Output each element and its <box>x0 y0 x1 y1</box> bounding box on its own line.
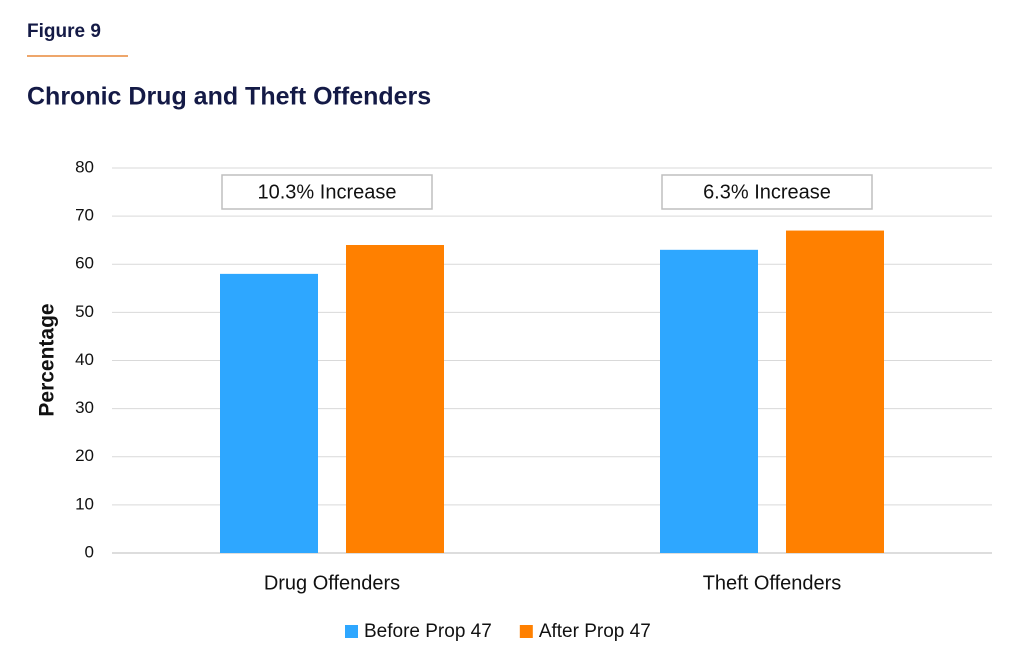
legend-swatch <box>519 625 533 638</box>
y-tick-label: 70 <box>75 206 94 225</box>
chart-title: Chronic Drug and Theft Offenders <box>27 83 431 111</box>
annotation: 6.3% Increase <box>703 181 831 203</box>
bar <box>346 245 444 553</box>
y-tick-label: 40 <box>75 350 94 369</box>
y-tick-label: 20 <box>75 446 94 465</box>
y-tick-label: 80 <box>75 157 94 176</box>
y-axis-label: Percentage <box>36 303 59 416</box>
annotation: 10.3% Increase <box>258 181 397 203</box>
bar <box>220 273 318 553</box>
annotation-box <box>221 174 433 210</box>
x-tick-label: Theft Offenders <box>703 572 842 594</box>
annotation-box <box>661 174 873 210</box>
figure-label: Figure 9 <box>27 21 101 42</box>
legend-label: Before Prop 47 <box>364 621 492 642</box>
x-tick-label: Drug Offenders <box>264 572 400 594</box>
legend-label: After Prop 47 <box>539 621 651 642</box>
y-tick-label: 30 <box>75 398 94 417</box>
bar <box>660 249 758 553</box>
bar <box>786 230 884 553</box>
y-tick-label: 10 <box>75 494 94 513</box>
y-tick-label: 0 <box>85 542 94 561</box>
y-tick-label: 60 <box>75 254 94 273</box>
legend-swatch <box>345 625 358 638</box>
y-tick-label: 50 <box>75 302 94 321</box>
